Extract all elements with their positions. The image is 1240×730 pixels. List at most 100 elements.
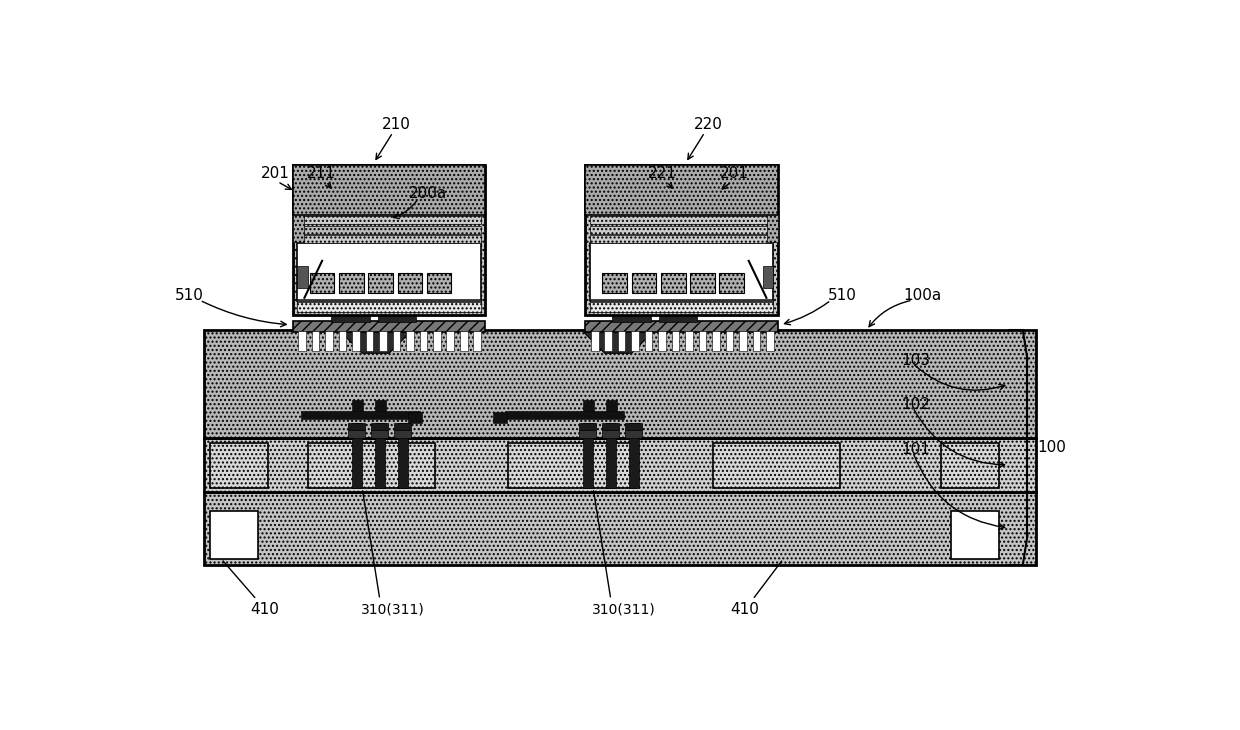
Bar <box>631 273 656 293</box>
Bar <box>603 430 619 438</box>
Bar <box>298 216 481 224</box>
Bar <box>712 331 719 351</box>
Text: 221: 221 <box>649 166 677 181</box>
Bar <box>293 215 304 242</box>
Text: 310(311): 310(311) <box>361 603 425 617</box>
Text: 220: 220 <box>694 117 723 132</box>
Bar <box>368 273 393 293</box>
Bar <box>205 492 1035 565</box>
Bar <box>604 331 613 351</box>
Bar <box>698 331 707 351</box>
Bar <box>763 266 774 288</box>
Text: 102: 102 <box>901 397 930 412</box>
Bar <box>590 243 774 301</box>
Bar <box>309 443 435 488</box>
Bar <box>446 331 454 351</box>
Bar <box>293 164 485 215</box>
Bar <box>739 331 746 351</box>
Bar <box>725 331 733 351</box>
Bar <box>339 273 363 293</box>
Bar <box>579 430 596 438</box>
Bar <box>298 243 481 301</box>
Bar <box>393 331 401 351</box>
Bar <box>348 430 366 438</box>
Text: 510: 510 <box>175 288 203 303</box>
Bar <box>505 411 624 419</box>
Bar <box>494 412 507 423</box>
Bar <box>590 299 774 302</box>
Text: 310(311): 310(311) <box>591 603 656 617</box>
Text: 100: 100 <box>1038 440 1066 456</box>
Bar <box>377 313 417 323</box>
Bar <box>603 273 627 293</box>
Polygon shape <box>582 330 655 353</box>
Bar <box>352 423 362 488</box>
Bar <box>658 331 666 351</box>
Bar <box>590 216 774 224</box>
Bar <box>293 164 485 315</box>
Bar <box>590 226 774 234</box>
Bar <box>613 313 651 323</box>
Bar <box>298 226 481 234</box>
Bar <box>713 443 839 488</box>
Bar <box>352 331 360 351</box>
Bar <box>768 215 777 242</box>
Bar <box>585 321 777 332</box>
Bar <box>374 423 384 488</box>
Bar <box>205 330 1035 438</box>
Bar <box>629 423 639 488</box>
Bar <box>579 423 596 430</box>
Bar <box>658 313 697 323</box>
Bar <box>299 331 306 351</box>
Bar <box>372 430 388 438</box>
Bar <box>474 331 481 351</box>
Text: 201: 201 <box>719 166 749 181</box>
Bar <box>618 331 625 351</box>
Bar <box>583 400 594 411</box>
Bar <box>352 400 363 411</box>
Bar <box>603 423 619 430</box>
Text: 410: 410 <box>250 602 279 617</box>
Bar <box>590 331 599 351</box>
Bar <box>339 331 346 351</box>
Text: 510: 510 <box>827 288 857 303</box>
Bar <box>298 299 481 302</box>
Bar <box>590 236 774 243</box>
Bar <box>631 331 639 351</box>
Bar <box>585 164 777 215</box>
Bar <box>405 331 414 351</box>
Text: 210: 210 <box>382 117 412 132</box>
Polygon shape <box>339 330 412 353</box>
Bar <box>394 430 412 438</box>
Text: 211: 211 <box>308 166 336 181</box>
Bar <box>625 430 642 438</box>
Bar <box>583 423 593 488</box>
Bar <box>951 511 999 559</box>
Bar <box>606 423 616 488</box>
Text: 103: 103 <box>901 353 930 369</box>
Bar <box>205 438 1035 492</box>
Bar <box>310 273 335 293</box>
Bar <box>293 321 485 332</box>
Text: 201: 201 <box>260 166 290 181</box>
Bar <box>691 273 714 293</box>
Bar <box>766 331 774 351</box>
Bar <box>311 331 320 351</box>
Bar <box>645 331 652 351</box>
Bar <box>331 313 370 323</box>
Bar <box>753 331 760 351</box>
Bar <box>379 331 387 351</box>
Bar <box>298 266 309 288</box>
Bar <box>585 164 777 315</box>
Bar <box>508 443 635 488</box>
Bar <box>348 423 366 430</box>
Bar <box>376 400 386 411</box>
Bar <box>211 511 258 559</box>
Bar <box>325 331 332 351</box>
Bar <box>398 273 422 293</box>
Bar <box>372 423 388 430</box>
Bar <box>460 331 467 351</box>
Bar <box>298 236 481 243</box>
Bar <box>211 443 268 488</box>
Bar <box>408 412 422 423</box>
